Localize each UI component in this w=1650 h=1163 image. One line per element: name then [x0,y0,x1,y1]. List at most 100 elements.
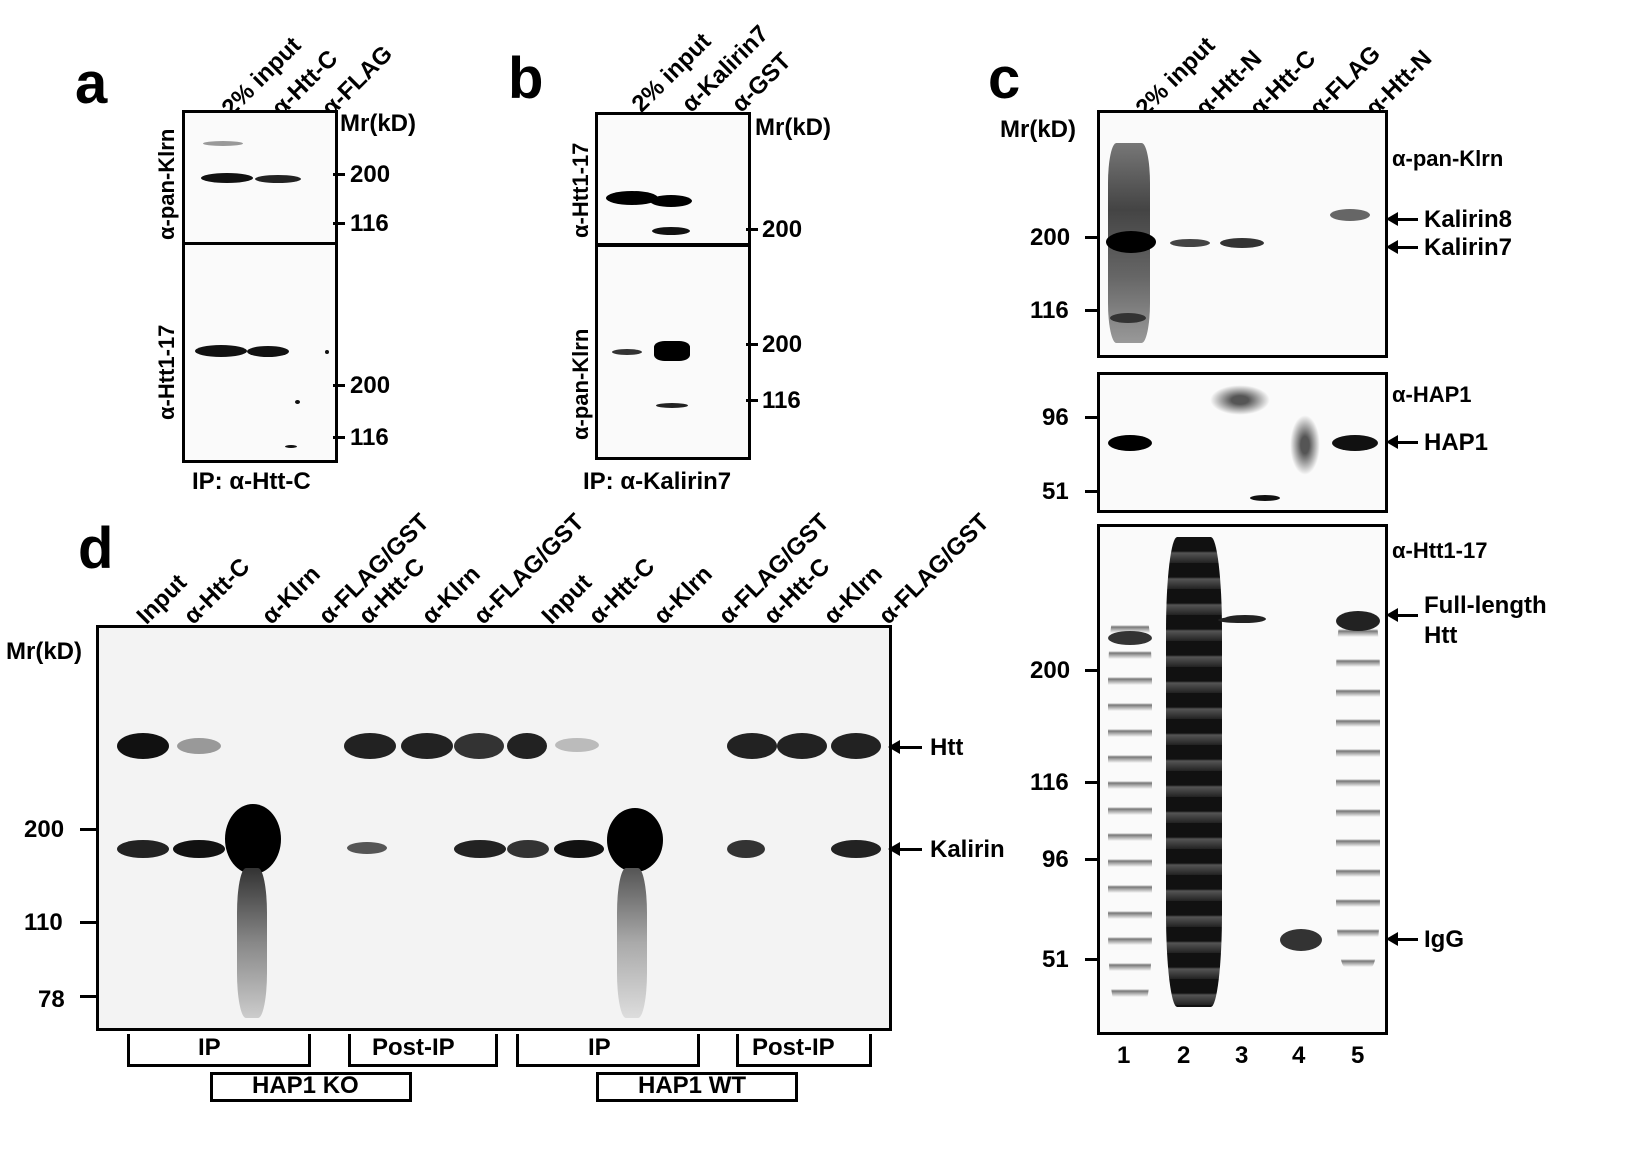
band-label: Kalirin7 [1424,234,1513,261]
marker-label: 110 [24,909,63,936]
group-bracket [736,1034,872,1067]
marker-label: 200 [24,816,65,843]
band [1108,435,1152,451]
band [652,227,690,235]
band [347,842,387,854]
band [1110,313,1146,323]
blot-a-bottom [182,242,338,463]
marker-tick [333,222,345,225]
band [177,738,221,754]
band [1330,209,1370,221]
band-arrow [1386,932,1418,946]
blot-c-1 [1097,110,1388,358]
band [1280,929,1322,951]
marker-tick [333,173,345,176]
marker-tick [1085,781,1097,784]
marker-tick [1085,490,1097,493]
band-label: HAP1 [1424,429,1489,456]
lane-number: 4 [1292,1042,1306,1069]
marker-label: 200 [350,161,391,188]
blot-d [96,625,892,1031]
band-label: IgG [1424,926,1464,953]
band-label: Htt [1424,622,1458,649]
lane-number: 5 [1351,1042,1365,1069]
condition-bracket [596,1072,798,1102]
panel-a-letter: a [75,51,108,116]
group-bracket [127,1034,311,1067]
band [454,733,504,759]
marker-label: 96 [1042,404,1069,431]
band-arrow [888,842,922,856]
band [1108,631,1152,645]
band [344,733,396,759]
marker-label: 116 [762,387,801,414]
marker-label: 200 [762,331,803,358]
marker-label: 116 [350,424,389,451]
marker-tick [746,228,758,231]
marker-label: 51 [1042,478,1069,505]
speck [295,400,300,404]
lane-label: α-Htt-C [178,553,256,630]
marker-tick [80,828,96,831]
group-bracket [516,1034,700,1067]
band [117,733,169,759]
band [777,733,827,759]
antibody-label: α-pan-Klrn [1392,146,1504,171]
antibody-label: α-HAP1 [1392,382,1472,407]
marker-label: 78 [38,986,65,1013]
marker-tick [1085,416,1097,419]
band [201,173,253,183]
band [1336,611,1380,631]
condition-bracket [210,1072,412,1102]
marker-tick [80,921,96,924]
condition-label: HAP1 KO [252,1072,359,1099]
speckle [1290,415,1320,475]
blot-b-bottom [595,244,751,460]
band [831,840,881,858]
panel-c-letter: c [988,46,1021,111]
panel-d-letter: d [78,516,114,581]
lane-label: α-Htt-C [583,553,661,630]
band [606,191,658,205]
band-arrow [1386,240,1418,254]
band-label: Htt [930,734,964,761]
blot-b-top-label: α-Htt1-17 [568,142,593,238]
group-label: Post-IP [372,1034,455,1061]
band [650,195,692,207]
blot-c-3 [1097,524,1388,1035]
smear [1108,607,1152,1007]
group-label: IP [198,1034,221,1061]
band [607,808,663,872]
marker-tick [1085,858,1097,861]
marker-tick [333,436,345,439]
band [255,175,301,183]
band-label: Kalirin8 [1424,206,1513,233]
band-arrow [888,740,922,754]
band [247,346,289,357]
marker-label: 96 [1042,846,1069,873]
mr-header: Mr(kD) [755,114,831,141]
band [1106,231,1156,253]
band [617,868,647,1018]
lane-number: 1 [1117,1042,1131,1069]
band [1224,615,1266,623]
mr-header: Mr(kD) [6,638,82,665]
band-arrow [1386,212,1418,226]
ip-label: IP: α-Kalirin7 [583,468,732,495]
marker-label: 116 [1030,769,1069,796]
blot-b-bottom-label: α-pan-Klrn [568,328,593,440]
band [727,840,765,858]
lane-label: Input [131,569,193,630]
band [117,840,169,858]
band [1332,435,1378,451]
band [555,738,599,752]
band [173,840,225,858]
smear [1166,537,1222,1007]
speck [1250,495,1280,501]
marker-tick [80,995,96,998]
mr-header: Mr(kD) [1000,116,1076,143]
speck [325,350,329,354]
condition-label: HAP1 WT [638,1072,746,1099]
speck [285,445,297,448]
marker-label: 200 [1030,657,1071,684]
